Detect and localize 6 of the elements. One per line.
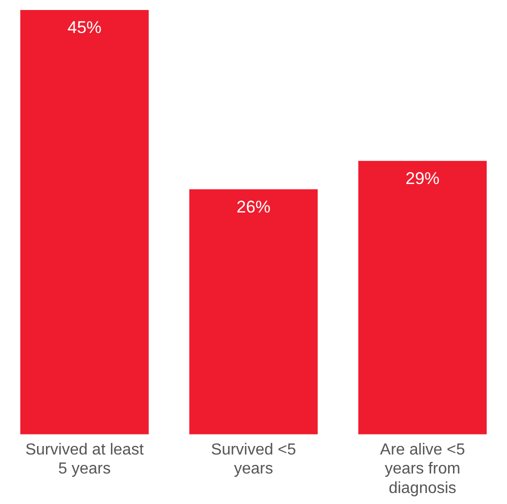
data-label: 26% <box>236 197 271 216</box>
data-label: 45% <box>67 18 102 38</box>
data-label: 29% <box>405 169 440 188</box>
x-tick-label: Survived at least 5 years <box>25 441 144 478</box>
x-tick-label: Survived <5 years <box>211 441 296 478</box>
x-tick-label: Are alive <5 years from diagnosis <box>380 441 466 497</box>
